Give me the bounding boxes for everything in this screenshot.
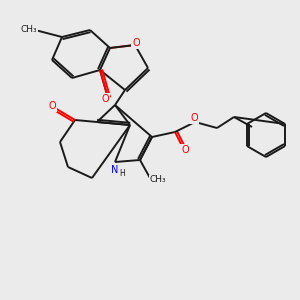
Text: CH₃: CH₃ — [150, 176, 166, 184]
Text: O: O — [132, 38, 140, 48]
Text: O: O — [48, 101, 56, 111]
Text: N: N — [111, 165, 119, 175]
Text: O: O — [181, 145, 189, 155]
Text: CH₃: CH₃ — [21, 26, 37, 34]
Text: H: H — [119, 169, 125, 178]
Text: O: O — [101, 94, 109, 104]
Text: O: O — [190, 113, 198, 123]
